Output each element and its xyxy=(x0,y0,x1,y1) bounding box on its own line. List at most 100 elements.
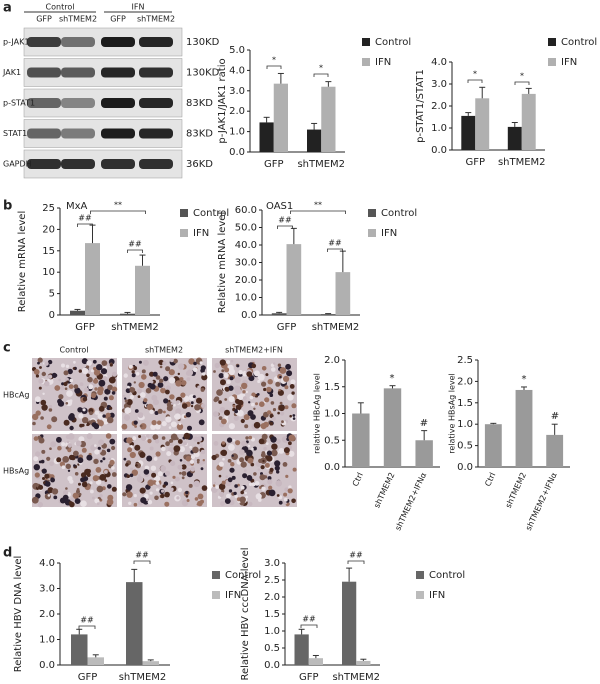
cell xyxy=(165,385,171,391)
cell xyxy=(72,492,80,499)
cell xyxy=(77,457,84,464)
y-tick-label: 0.0 xyxy=(229,147,245,158)
cell xyxy=(218,474,222,478)
cell xyxy=(169,394,175,400)
blot-band xyxy=(61,128,95,139)
cell xyxy=(283,447,290,454)
cell xyxy=(51,416,58,423)
legend-label: Control xyxy=(225,570,261,581)
cell xyxy=(35,374,40,378)
cell xyxy=(164,491,170,498)
cell xyxy=(105,433,112,439)
cell xyxy=(157,471,163,477)
cell xyxy=(179,446,185,453)
cell xyxy=(66,390,73,397)
cell xyxy=(31,496,39,504)
cell xyxy=(92,475,99,482)
legend-swatch xyxy=(362,38,370,46)
cell xyxy=(90,489,94,494)
x-tick-label: shTMEM2 xyxy=(372,471,396,509)
cell xyxy=(38,437,45,444)
annotation: # xyxy=(551,411,559,422)
cell xyxy=(260,423,267,430)
blot-row-label: p-STAT1 xyxy=(3,99,35,108)
cell xyxy=(200,365,206,371)
cell xyxy=(267,379,273,385)
cell xyxy=(154,439,160,444)
cell xyxy=(218,461,224,467)
cell xyxy=(99,474,107,481)
annotation-bracket xyxy=(77,223,93,227)
cell xyxy=(223,372,229,379)
cell xyxy=(56,457,62,463)
cell xyxy=(187,425,192,431)
cell xyxy=(196,436,203,443)
legend-swatch xyxy=(368,209,376,217)
cell xyxy=(201,485,208,491)
cell xyxy=(133,381,136,384)
cell xyxy=(90,470,96,476)
cell xyxy=(111,445,116,451)
cell xyxy=(291,391,295,395)
cell xyxy=(100,368,108,375)
cell xyxy=(175,400,180,404)
cell xyxy=(161,489,165,493)
y-axis-title: p-STAT1/STAT1 xyxy=(415,69,426,143)
cell xyxy=(285,474,289,478)
cell xyxy=(233,415,239,421)
cell xyxy=(226,493,231,499)
y-tick-label: 1.0 xyxy=(324,409,340,420)
cell xyxy=(291,403,297,409)
micrograph-column: shTMEM2 xyxy=(145,346,183,355)
cell xyxy=(100,459,103,463)
cell xyxy=(189,445,193,449)
legend-label: IFN xyxy=(561,57,577,68)
cell xyxy=(243,469,247,473)
cell xyxy=(258,438,265,445)
cell xyxy=(192,395,196,399)
blot-size: 83KD xyxy=(186,129,213,140)
cell xyxy=(153,475,161,482)
cell xyxy=(146,434,150,438)
cell xyxy=(123,457,127,461)
cell xyxy=(229,467,235,473)
cell xyxy=(177,464,183,470)
cell xyxy=(181,464,187,470)
x-tick-label: shTMEM2 xyxy=(297,159,345,170)
cell xyxy=(183,460,187,464)
cell xyxy=(186,369,194,376)
cell xyxy=(82,417,89,424)
cell xyxy=(165,416,172,423)
cell xyxy=(78,436,85,443)
cell xyxy=(190,459,194,464)
cell xyxy=(159,365,163,369)
y-axis-title: Relative HBV DNA level xyxy=(13,556,24,673)
cell xyxy=(126,491,133,498)
cell xyxy=(233,491,237,496)
cell xyxy=(134,409,139,413)
cell xyxy=(163,376,169,382)
cell xyxy=(213,481,217,485)
cell xyxy=(286,370,293,377)
y-tick-label: 3.0 xyxy=(229,86,245,97)
cell xyxy=(94,387,98,391)
cell xyxy=(46,424,52,430)
micrograph xyxy=(212,358,297,431)
cell xyxy=(196,458,200,462)
y-tick-label: 20.0 xyxy=(235,275,257,286)
cell xyxy=(78,482,81,486)
cell xyxy=(269,421,274,426)
blot-band xyxy=(101,128,135,139)
cell xyxy=(173,358,178,364)
cell xyxy=(197,500,203,507)
cell xyxy=(244,424,249,429)
cell xyxy=(241,440,247,447)
cell xyxy=(132,366,138,371)
micrograph-column: shTMEM2+IFN xyxy=(225,346,283,355)
cell xyxy=(76,489,80,494)
cell xyxy=(125,463,129,467)
cell xyxy=(278,500,283,505)
cell xyxy=(68,454,75,460)
cell xyxy=(129,445,133,449)
annotation-bracket xyxy=(127,249,143,253)
